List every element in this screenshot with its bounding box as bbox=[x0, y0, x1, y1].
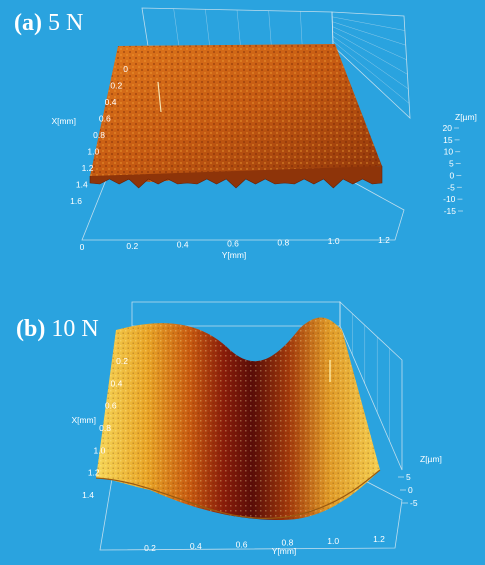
panel-b-x-tick: 0.4 bbox=[111, 378, 123, 388]
panel-a-y-tick: 0 bbox=[80, 242, 85, 252]
panel-b-z-tick: 0 bbox=[408, 485, 413, 495]
panel-b-surface-texture bbox=[96, 317, 380, 520]
panel-b-side-wall bbox=[339, 301, 403, 471]
panel-a-y-tick: 0.8 bbox=[277, 237, 289, 247]
panel-b-plot: 0.2 0.4 0.6 0.8 1.0 1.2 1.4 X[mm] 0.2 0.4 0.6 0.8 1.… bbox=[71, 301, 442, 556]
panel-a-grid-line bbox=[236, 9, 241, 47]
panel-b-letter: (b) bbox=[16, 316, 46, 342]
panel-a-letter: (a) bbox=[14, 10, 42, 36]
panel-b-x-tick: 0.6 bbox=[105, 401, 117, 411]
panel-b-y-tick: 0.4 bbox=[190, 541, 202, 551]
panel-a-grid-line bbox=[332, 21, 406, 46]
panel-a-x-tick: 1.4 bbox=[76, 180, 88, 190]
panel-a-grid-line bbox=[332, 31, 408, 75]
panel-a-grid-line bbox=[332, 36, 409, 90]
panel-a-grid-line bbox=[332, 26, 407, 60]
panel-a-side-wall bbox=[331, 11, 411, 119]
panel-b-x-tick: 1.4 bbox=[82, 490, 94, 500]
panel-a-grid-line bbox=[268, 10, 272, 47]
panel-a-load: 5 N bbox=[47, 10, 84, 36]
panel-a-z-tick: 15 bbox=[443, 135, 453, 145]
panel-a-x-tick: 0.8 bbox=[93, 130, 105, 140]
panel-a-grid-line bbox=[300, 11, 303, 47]
panel-a-z-tick: 10 bbox=[444, 147, 454, 157]
panel-b-groove-profile bbox=[95, 469, 381, 519]
panel-a-y-tick: 1.0 bbox=[328, 236, 340, 246]
panel-a-x-tick: 1.6 bbox=[70, 196, 82, 206]
panel-a-x-tick: 1.2 bbox=[82, 163, 94, 173]
panel-b-x-title: X[mm] bbox=[71, 415, 96, 425]
panel-a-y-tick: 1.2 bbox=[378, 235, 390, 245]
panel-b-y-tick: 1.2 bbox=[373, 534, 385, 544]
panel-a-y-tick: 0.6 bbox=[227, 239, 239, 249]
panel-a-spike bbox=[157, 81, 162, 113]
panel-b-label: (b) 10 N bbox=[16, 316, 99, 343]
panel-b-x-tick: 0.8 bbox=[99, 423, 111, 433]
panel-a-plot: 00.20.40.60.81.01.21.41.6X[mm]0 0.2 0.4 0.6… bbox=[51, 7, 477, 260]
panel-a-x-tick: 0.6 bbox=[99, 114, 111, 124]
panel-b-z-tick: 5 bbox=[406, 472, 411, 482]
panel-a-y-tick: 0.2 bbox=[126, 241, 138, 251]
panel-a-z-tick: -5 bbox=[447, 182, 455, 192]
panel-b-y-title: Y[mm] bbox=[272, 546, 297, 556]
panel-a-z-tick: 0 bbox=[450, 170, 455, 180]
panel-a-y-tick: 0.4 bbox=[177, 240, 189, 250]
panel-a-y-title: Y[mm] bbox=[222, 250, 247, 260]
panel-b-x-tick: 1.2 bbox=[88, 468, 100, 478]
panel-a-x-tick: 1.0 bbox=[87, 147, 99, 157]
panel-a-z-tick: -10 bbox=[443, 194, 456, 204]
panel-a-grid-line bbox=[205, 9, 210, 47]
panel-a-label: (a) 5 N bbox=[14, 10, 83, 37]
panel-a-z-tick: -15 bbox=[444, 206, 457, 216]
panel-a-z-tick: 5 bbox=[449, 159, 454, 169]
panel-b-y-tick: 0.6 bbox=[236, 539, 248, 549]
panel-a-x-tick: 0.4 bbox=[105, 97, 117, 107]
panel-a-surface-texture bbox=[90, 44, 382, 182]
panel-a-grid-line bbox=[332, 16, 405, 31]
panel-a-z-tick: 20 bbox=[443, 123, 453, 133]
panel-a-grid-line bbox=[332, 40, 410, 104]
panel-a-x-title: X[mm] bbox=[51, 116, 76, 126]
panel-b-y-tick: 0.2 bbox=[144, 543, 156, 553]
panel-b-y-tick: 0.8 bbox=[281, 538, 293, 548]
panel-b-x-tick: 1.0 bbox=[94, 445, 106, 455]
panel-b-y-tick: 1.0 bbox=[327, 536, 339, 546]
panel-b-x-tick: 0.2 bbox=[116, 356, 128, 366]
panel-a-x-tick: 0.2 bbox=[110, 81, 122, 91]
panel-a-surface-edge bbox=[89, 166, 383, 189]
panel-a-x-tick: 0 bbox=[123, 64, 128, 74]
panel-b-load: 10 N bbox=[51, 316, 99, 342]
panel-a-grid-line bbox=[173, 8, 180, 47]
panel-a-z-title: Z[µm] bbox=[455, 112, 477, 122]
panel-b-z-tick: -5 bbox=[410, 498, 418, 508]
panel-b-z-title: Z[µm] bbox=[420, 454, 442, 464]
